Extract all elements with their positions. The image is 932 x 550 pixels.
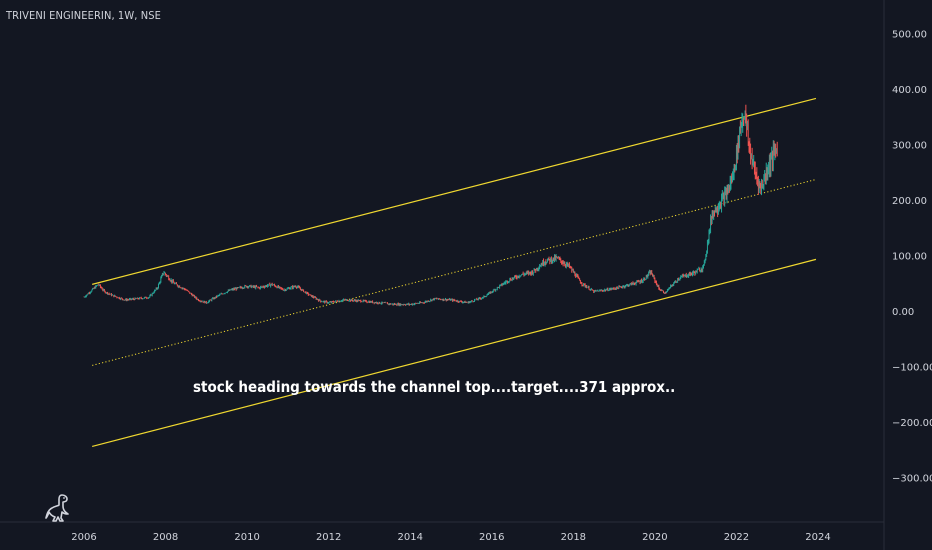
y-tick-label: −200.00 — [892, 418, 932, 429]
x-tick-label: 2016 — [479, 532, 504, 543]
y-tick-label: −100.00 — [892, 363, 932, 374]
y-tick-label: −300.00 — [892, 474, 932, 485]
x-tick-label: 2010 — [234, 532, 259, 543]
y-tick-label: 0.00 — [892, 307, 914, 318]
y-tick-label: 500.00 — [892, 30, 927, 41]
x-tick-label: 2020 — [642, 532, 667, 543]
x-tick-label: 2006 — [71, 532, 96, 543]
channel-midline — [92, 178, 817, 366]
x-tick-label: 2018 — [561, 532, 586, 543]
x-tick-label: 2012 — [316, 532, 341, 543]
y-tick-label: 400.00 — [892, 85, 927, 96]
channel-boundary-line — [92, 258, 817, 448]
channel-boundary-line — [92, 97, 817, 285]
y-axis[interactable]: 500.00 400.00 300.00 200.00 100.00 0.00 −100.0… — [892, 30, 932, 485]
y-tick-label: 300.00 — [892, 141, 927, 152]
chart-annotation[interactable]: stock heading towards the channel top...… — [193, 378, 676, 396]
x-tick-label: 2014 — [397, 532, 422, 543]
price-series — [83, 104, 778, 307]
x-tick-label: 2024 — [805, 532, 830, 543]
dinosaur-logo-icon[interactable] — [44, 493, 72, 523]
symbol-title[interactable]: TRIVENI ENGINEERIN, 1W, NSE — [6, 9, 161, 22]
x-tick-label: 2022 — [724, 532, 749, 543]
x-tick-label: 2008 — [153, 532, 178, 543]
x-axis[interactable]: 2006 2008 2010 2012 2014 2016 2018 2020 2022 2024 — [71, 532, 830, 543]
channel-lines[interactable] — [92, 97, 817, 448]
y-tick-label: 200.00 — [892, 196, 927, 207]
y-tick-label: 100.00 — [892, 252, 927, 263]
